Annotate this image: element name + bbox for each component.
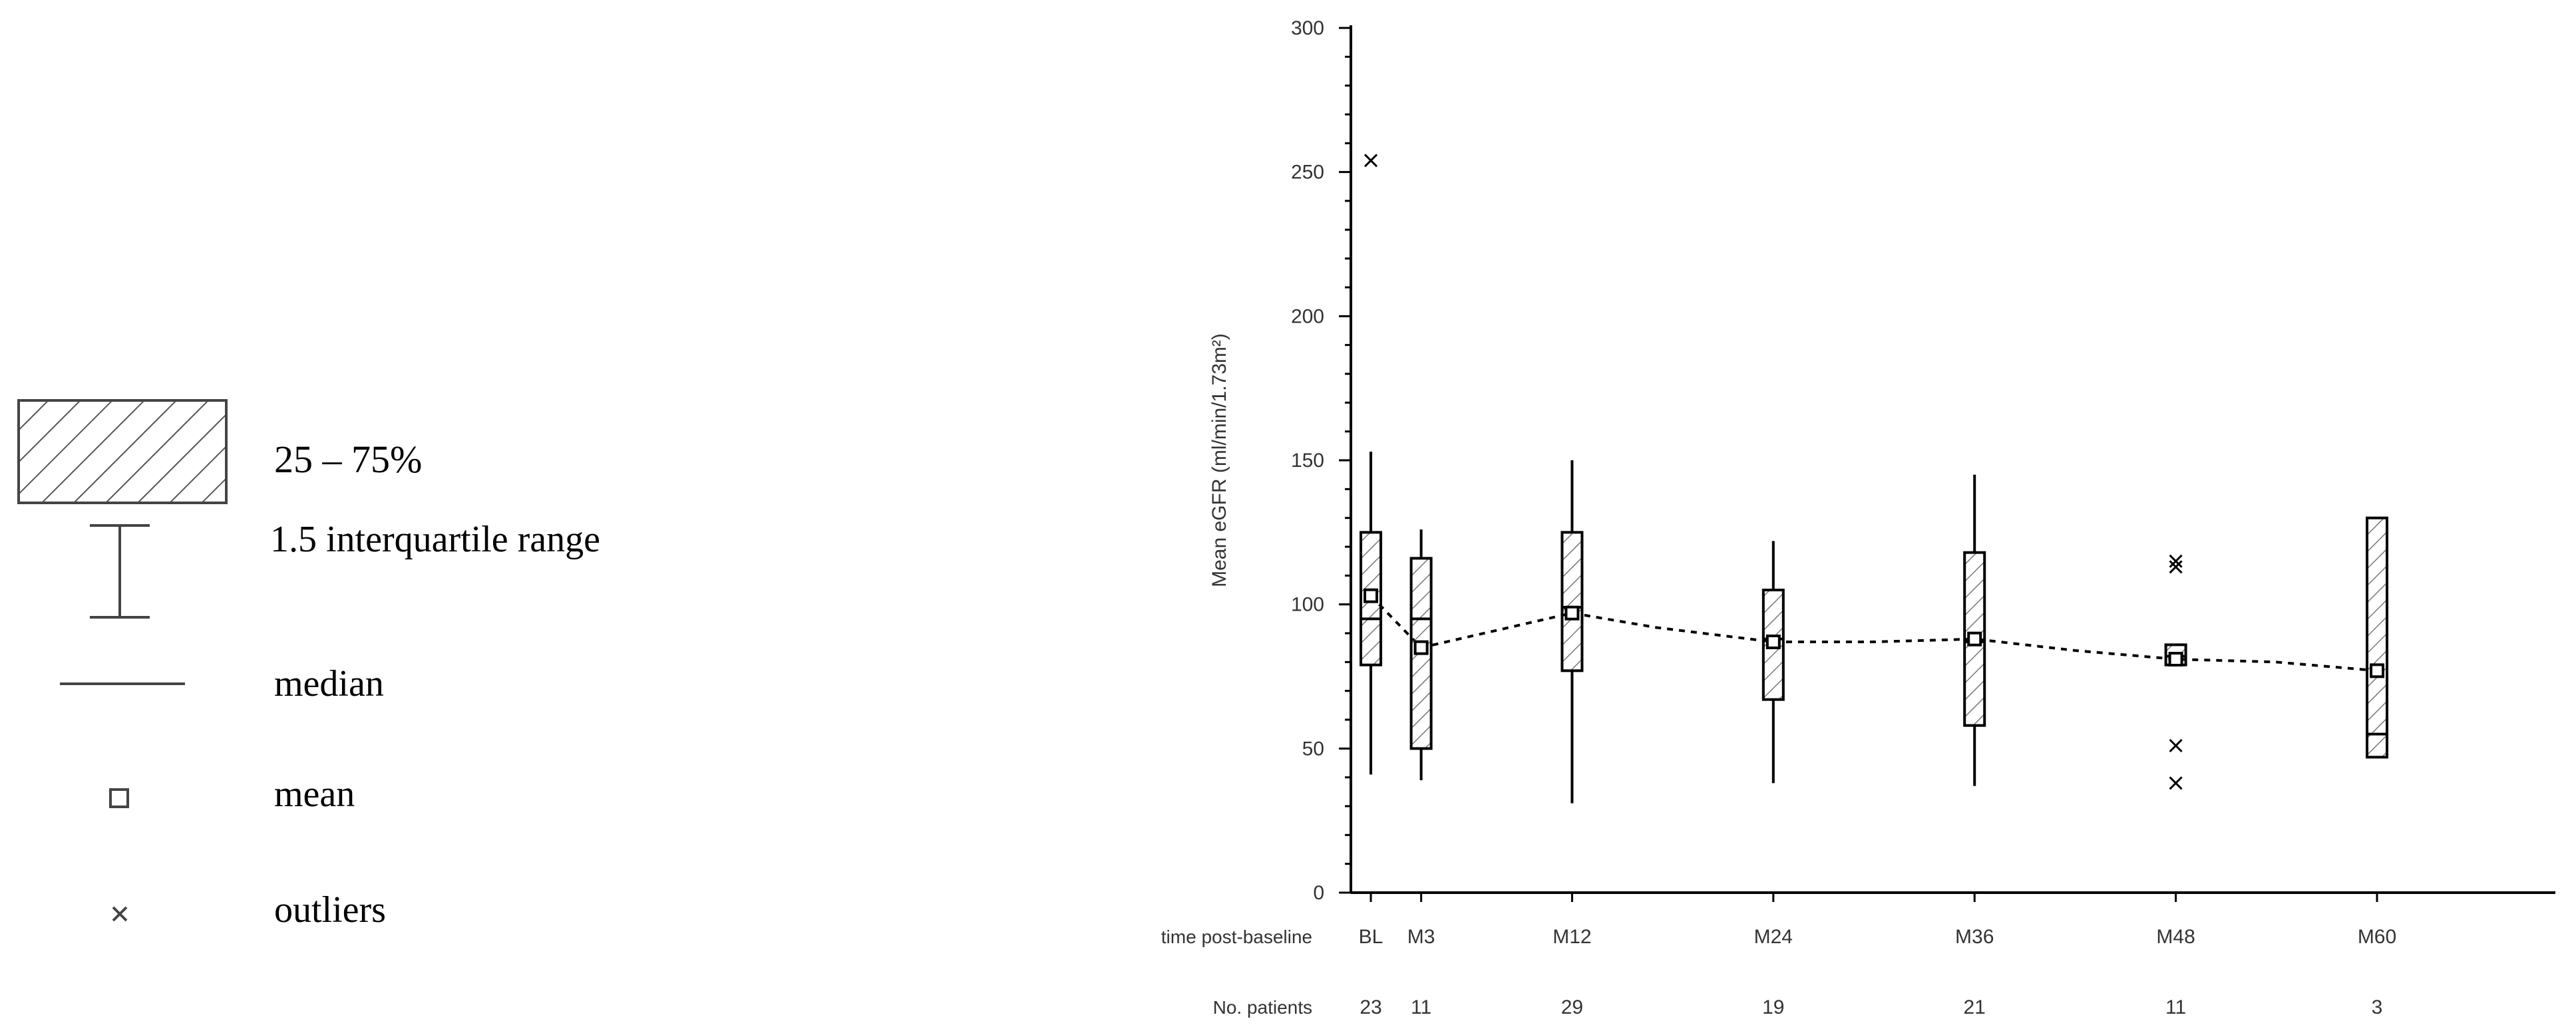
boxes-layer [1360,154,2388,804]
box-m12 [1561,460,1584,804]
outlier-stroke [1364,154,1378,168]
x-tick-label: M12 [1553,926,1591,948]
patient-count: 3 [2372,996,2383,1018]
x-marker-icon [112,906,128,922]
outlier-marker [1364,154,1378,168]
iqr-box [2366,516,2388,759]
legend-label-median: median [274,663,384,704]
hatched-box-icon [17,399,228,504]
mean-trend [1370,595,2378,672]
box-m24 [1761,541,1785,784]
box-m60 [2366,516,2388,759]
mean-marker [1765,635,1781,649]
patient-count: 23 [1360,996,1381,1018]
legend-item-mean: mean [109,774,355,815]
y-tick-label: 100 [1291,594,1324,616]
y-axis-label: Mean eGFR (ml/min/1.73m²) [1208,333,1230,587]
x-tick-label: M48 [2156,926,2195,948]
x-axis-title: time post-baseline [1161,927,1312,947]
mean-marker [2168,652,2183,666]
patient-count: 11 [1411,996,1431,1018]
patient-count: 11 [2165,996,2186,1018]
mean-marker [2370,663,2384,678]
mean-marker [1967,631,1982,647]
mean-trend-line [1370,595,2378,672]
outlier-marker [2169,738,2183,753]
mean-marker [1413,640,1429,655]
outlier-stroke [2169,554,2183,568]
open-square-icon [109,788,129,808]
y-tick-label: 50 [1302,738,1324,760]
whisker-icon [90,524,150,619]
patient-count: 29 [1561,996,1583,1018]
boxplot-chart: 0 50 100 150 200 250 300 Mean eGFR (ml/min/1.73… [1161,17,2555,1018]
x-tick-label: M3 [1407,926,1435,948]
y-tick-label: 0 [1313,882,1324,904]
box-m3 [1409,529,1433,780]
patient-count: 19 [1762,996,1784,1018]
plot-axes [1339,25,2555,902]
x-tick-label: M60 [2358,926,2396,948]
legend-item-outliers: outliers [112,889,386,931]
legend: 25 – 75% 1.5 interquartile range median … [17,399,601,931]
mean-marker [1364,588,1378,603]
mean-marker [1564,605,1580,621]
y-tick-label: 200 [1291,305,1324,327]
x-tick-label: M36 [1955,926,1994,948]
outlier-stroke [2169,776,2183,790]
y-tick-label: 300 [1291,17,1324,39]
legend-item-quartile-box: 25 – 75% [17,399,422,504]
outlier-marker [2169,560,2183,574]
y-tick-label: 150 [1291,450,1324,472]
outlier-marker [2169,554,2183,568]
box-m48 [2164,554,2187,790]
box-m36 [1963,474,1986,786]
legend-label-mean: mean [274,774,355,815]
patient-count: 21 [1964,996,1986,1018]
outlier-stroke [2169,738,2183,753]
patients-row-title: No. patients [1213,997,1312,1018]
x-tick-label: BL [1359,926,1383,948]
iqr-box [1561,531,1584,672]
axis-labels-layer: 0 50 100 150 200 250 300 Mean eGFR (ml/min/1.73… [1161,17,2396,1018]
legend-label-iqr: 1.5 interquartile range [270,519,601,560]
legend-item-median: median [60,663,384,704]
box-bl [1360,154,1382,775]
outlier-stroke [2169,560,2183,574]
x-tick-label: M24 [1754,926,1793,948]
legend-label-quartile: 25 – 75% [274,438,422,481]
y-tick-label: 250 [1291,162,1324,184]
outlier-marker [2169,776,2183,790]
legend-item-iqr: 1.5 interquartile range [90,519,601,619]
legend-label-outliers: outliers [274,889,386,931]
